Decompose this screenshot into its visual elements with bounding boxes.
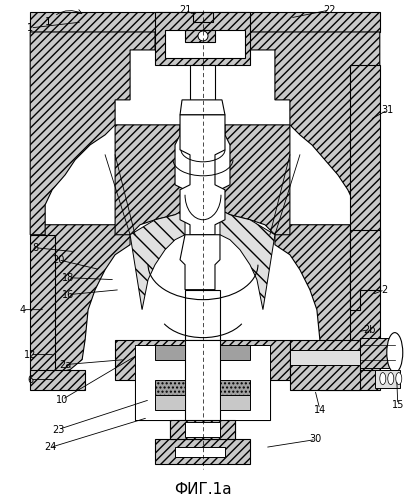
- Polygon shape: [185, 30, 215, 42]
- Polygon shape: [115, 125, 185, 235]
- Polygon shape: [155, 395, 185, 410]
- Text: 21: 21: [178, 5, 191, 15]
- Polygon shape: [319, 370, 379, 390]
- Text: 2b: 2b: [362, 325, 375, 335]
- Polygon shape: [374, 370, 399, 388]
- Polygon shape: [179, 115, 224, 235]
- Polygon shape: [215, 12, 379, 45]
- Text: 30: 30: [309, 435, 321, 445]
- Polygon shape: [289, 340, 359, 390]
- Text: 14: 14: [313, 405, 325, 415]
- Polygon shape: [349, 65, 379, 235]
- Text: 2: 2: [381, 284, 387, 295]
- Polygon shape: [30, 32, 155, 235]
- Text: 12: 12: [24, 350, 36, 360]
- Polygon shape: [220, 210, 274, 310]
- Polygon shape: [220, 125, 289, 235]
- Ellipse shape: [395, 373, 401, 385]
- Polygon shape: [179, 100, 224, 115]
- Polygon shape: [115, 340, 289, 440]
- Text: 23: 23: [52, 425, 64, 435]
- Polygon shape: [220, 395, 249, 410]
- Text: 1: 1: [27, 23, 33, 33]
- Polygon shape: [185, 340, 220, 420]
- Text: 1: 1: [45, 10, 81, 27]
- Polygon shape: [155, 440, 249, 465]
- Text: 10: 10: [56, 395, 68, 405]
- Polygon shape: [359, 338, 394, 368]
- Polygon shape: [220, 380, 249, 395]
- Ellipse shape: [379, 373, 385, 385]
- Polygon shape: [135, 345, 185, 420]
- Polygon shape: [349, 235, 379, 375]
- Text: 2a: 2a: [59, 360, 71, 370]
- Polygon shape: [155, 12, 249, 65]
- Polygon shape: [45, 225, 130, 375]
- Polygon shape: [155, 345, 185, 360]
- Text: 15: 15: [391, 400, 403, 410]
- Polygon shape: [30, 370, 85, 390]
- Ellipse shape: [387, 373, 393, 385]
- Text: 31: 31: [381, 105, 393, 115]
- Polygon shape: [30, 12, 194, 45]
- Polygon shape: [155, 380, 185, 395]
- Text: 20: 20: [52, 254, 64, 264]
- Text: 24: 24: [44, 443, 56, 453]
- Text: 8: 8: [32, 243, 38, 252]
- Polygon shape: [130, 210, 185, 310]
- Text: ФИГ.1a: ФИГ.1a: [174, 482, 231, 497]
- Polygon shape: [175, 448, 224, 458]
- Polygon shape: [349, 230, 379, 310]
- Text: 18: 18: [62, 272, 74, 282]
- Polygon shape: [220, 345, 249, 360]
- Ellipse shape: [198, 31, 207, 41]
- Text: 6: 6: [27, 375, 33, 385]
- Polygon shape: [192, 12, 213, 22]
- Polygon shape: [185, 289, 220, 340]
- Polygon shape: [274, 225, 359, 375]
- Polygon shape: [249, 32, 379, 235]
- Text: 22: 22: [323, 5, 335, 15]
- Polygon shape: [289, 350, 379, 365]
- Polygon shape: [185, 422, 220, 438]
- Ellipse shape: [386, 333, 402, 373]
- Polygon shape: [179, 235, 220, 289]
- Polygon shape: [220, 345, 269, 420]
- Polygon shape: [170, 420, 234, 440]
- Polygon shape: [30, 235, 55, 375]
- Polygon shape: [190, 65, 215, 100]
- Polygon shape: [165, 30, 244, 58]
- Text: 16: 16: [62, 289, 74, 300]
- Text: 4: 4: [19, 305, 25, 315]
